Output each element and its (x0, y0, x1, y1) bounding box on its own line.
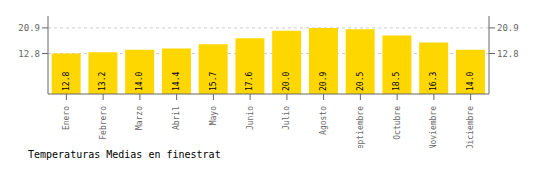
svg-text:20.0: 20.0 (282, 72, 291, 91)
svg-text:Octubre: Octubre (393, 106, 402, 140)
svg-text:20.5: 20.5 (356, 72, 365, 91)
svg-text:20.9: 20.9 (18, 23, 40, 33)
svg-text:16.3: 16.3 (429, 72, 438, 91)
svg-text:Agosto: Agosto (319, 106, 328, 135)
svg-text:Enero: Enero (62, 106, 71, 130)
svg-text:Julio: Julio (282, 106, 291, 130)
svg-text:14.0: 14.0 (466, 72, 475, 91)
svg-text:14.4: 14.4 (172, 72, 181, 91)
svg-text:Diciembre: Diciembre (466, 106, 475, 148)
svg-text:20.9: 20.9 (319, 72, 328, 91)
svg-text:17.6: 17.6 (245, 72, 254, 91)
svg-text:20.9: 20.9 (497, 23, 519, 33)
svg-text:Septiembre: Septiembre (356, 106, 365, 148)
svg-text:12.8: 12.8 (497, 49, 519, 59)
svg-text:Noviembre: Noviembre (429, 106, 438, 148)
svg-text:14.0: 14.0 (135, 72, 144, 91)
svg-text:Abril: Abril (172, 106, 181, 130)
svg-text:12.8: 12.8 (18, 49, 40, 59)
svg-text:15.7: 15.7 (209, 72, 218, 91)
svg-text:Mayo: Mayo (209, 106, 218, 125)
svg-text:Marzo: Marzo (135, 106, 144, 130)
svg-text:13.2: 13.2 (98, 72, 107, 91)
svg-text:18.5: 18.5 (392, 72, 401, 91)
svg-text:Febrero: Febrero (99, 106, 108, 140)
html-text:Temperaturas Medias en finestr: Temperaturas Medias en finestrat (28, 149, 221, 160)
svg-text:12.8: 12.8 (62, 72, 71, 91)
svg-text:Junio: Junio (246, 106, 255, 130)
